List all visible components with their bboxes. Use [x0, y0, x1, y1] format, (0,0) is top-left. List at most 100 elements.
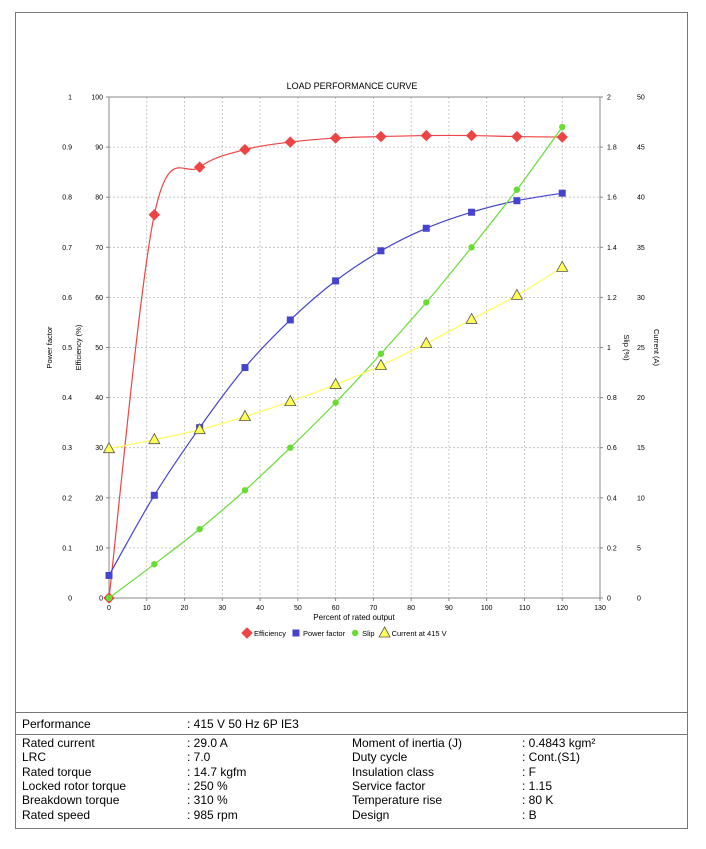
efficiency-point: [329, 132, 342, 144]
efficiency-point: [556, 131, 568, 143]
spec-label: Insulation class: [352, 764, 435, 779]
efficiency-point: [465, 129, 478, 142]
table-top-rule: [16, 712, 687, 713]
spec-value: : B: [522, 807, 537, 822]
power_factor-tick-label: 0: [68, 596, 72, 603]
spec-label: Locked rotor torque: [22, 778, 127, 793]
efficiency-tick-label: 0: [99, 596, 103, 603]
spec-label: Moment of inertia (J): [352, 736, 463, 750]
legend-marker-current: [378, 626, 391, 638]
spec-value: : 310 %: [187, 793, 228, 808]
x-tick-label: 40: [256, 605, 264, 612]
current-point: [193, 422, 206, 435]
slip-tick-label: 1.8: [607, 145, 617, 152]
slip-tick-label: 2: [607, 95, 611, 102]
current-tick-label: 10: [637, 495, 645, 502]
x-tick-label: 100: [481, 605, 493, 612]
spec-value: : Cont.(S1): [522, 750, 581, 765]
grid: [109, 97, 600, 598]
current-point: [284, 394, 297, 407]
spec-value: : 29.0 A: [187, 736, 228, 750]
x-tick-label: 70: [369, 605, 377, 612]
series-efficiency: [103, 129, 568, 604]
table-bottom-rule: [16, 828, 687, 829]
current-point: [510, 288, 524, 300]
efficiency-tick-label: 70: [95, 245, 103, 252]
spec-label: LRC: [22, 750, 47, 765]
slip-point: [105, 594, 113, 602]
slip-point: [241, 487, 249, 494]
slip-point: [468, 244, 475, 251]
power_factor-point: [286, 316, 294, 324]
current-tick-label: 40: [637, 195, 645, 202]
axes: 0 10 20 30 40 50 60 70 80 90 100 110 120 13000.10.20.…: [45, 95, 661, 613]
current-point: [329, 377, 342, 389]
current-tick-label: 35: [637, 245, 645, 252]
x-tick-label: 50: [294, 605, 302, 612]
power_factor-point: [422, 224, 430, 232]
current-tick-label: 50: [637, 95, 645, 102]
power_factor-tick-label: 0.1: [62, 545, 72, 552]
power_factor-tick-label: 0.9: [62, 145, 72, 152]
spec-value: : 250 %: [187, 778, 228, 793]
slip-tick-label: 0.4: [607, 495, 617, 502]
slip-point: [513, 186, 521, 193]
spec-value: : 0.4843 kgm²: [522, 736, 596, 750]
current-point: [420, 336, 433, 348]
slip-tick-label: 1: [607, 345, 611, 352]
x-axis-label: Percent of rated output: [313, 613, 395, 622]
current-point: [465, 312, 478, 324]
power_factor-point: [468, 208, 476, 216]
spec-value: : 14.7 kgfm: [187, 764, 247, 779]
x-tick-label: 10: [143, 605, 151, 612]
efficiency-tick-label: 60: [95, 295, 103, 302]
spec-value: : 7.0: [187, 750, 211, 765]
slip-point: [196, 525, 203, 533]
legend-marker-efficiency: [241, 627, 253, 639]
slip-tick-label: 0.6: [607, 445, 617, 452]
power_factor-point: [150, 491, 158, 499]
legend-label-power_factor: Power factor: [303, 629, 346, 638]
spec-value: : F: [522, 764, 536, 779]
efficiency-point: [193, 161, 206, 173]
series: [102, 123, 569, 604]
efficiency-tick-label: 30: [95, 445, 103, 452]
slip-axis-label: Slip (%): [622, 334, 631, 361]
slip-tick-label: 0.8: [607, 395, 617, 402]
x-tick-label: 90: [445, 605, 453, 612]
efficiency-tick-label: 40: [95, 395, 103, 402]
slip-point: [287, 444, 294, 451]
current-tick-label: 45: [637, 145, 645, 152]
performance-value: : 415 V 50 Hz 6P IE3: [187, 717, 299, 731]
efficiency-tick-label: 90: [95, 145, 103, 152]
current-tick-label: 0: [637, 596, 641, 603]
spec-label: Rated current: [22, 736, 95, 750]
legend-label-current: Current at 415 V: [392, 629, 447, 638]
current-tick-label: 20: [637, 395, 645, 402]
power_factor-point: [513, 197, 521, 205]
spec-value: : 1.15: [522, 778, 553, 793]
x-tick-label: 130: [594, 605, 606, 612]
performance-label: Performance: [22, 717, 91, 731]
efficiency-axis-label: Efficiency (%): [74, 324, 83, 370]
slip-tick-label: 1.2: [607, 295, 617, 302]
spec-label: Duty cycle: [352, 750, 408, 765]
table-header-rule: [16, 734, 687, 735]
efficiency-point: [420, 129, 432, 142]
spec-label: Service factor: [352, 778, 426, 793]
legend-marker-slip: [351, 629, 359, 637]
spec-label: Design: [352, 807, 390, 822]
current-axis-label: Current (A): [652, 329, 661, 367]
spec-label: Rated torque: [22, 764, 92, 779]
slip-tick-label: 0.2: [607, 545, 617, 552]
current-point: [556, 260, 569, 272]
power_factor-axis-label: Power factor: [45, 326, 54, 369]
efficiency-tick-label: 50: [95, 345, 103, 352]
legend-label-efficiency: Efficiency: [254, 629, 286, 638]
efficiency-point: [239, 143, 251, 156]
power_factor-tick-label: 0.6: [62, 295, 72, 302]
x-tick-label: 110: [519, 605, 530, 612]
series-slip: [105, 123, 566, 602]
power_factor-tick-label: 0.3: [62, 445, 72, 452]
power_factor-tick-label: 0.5: [62, 345, 72, 352]
